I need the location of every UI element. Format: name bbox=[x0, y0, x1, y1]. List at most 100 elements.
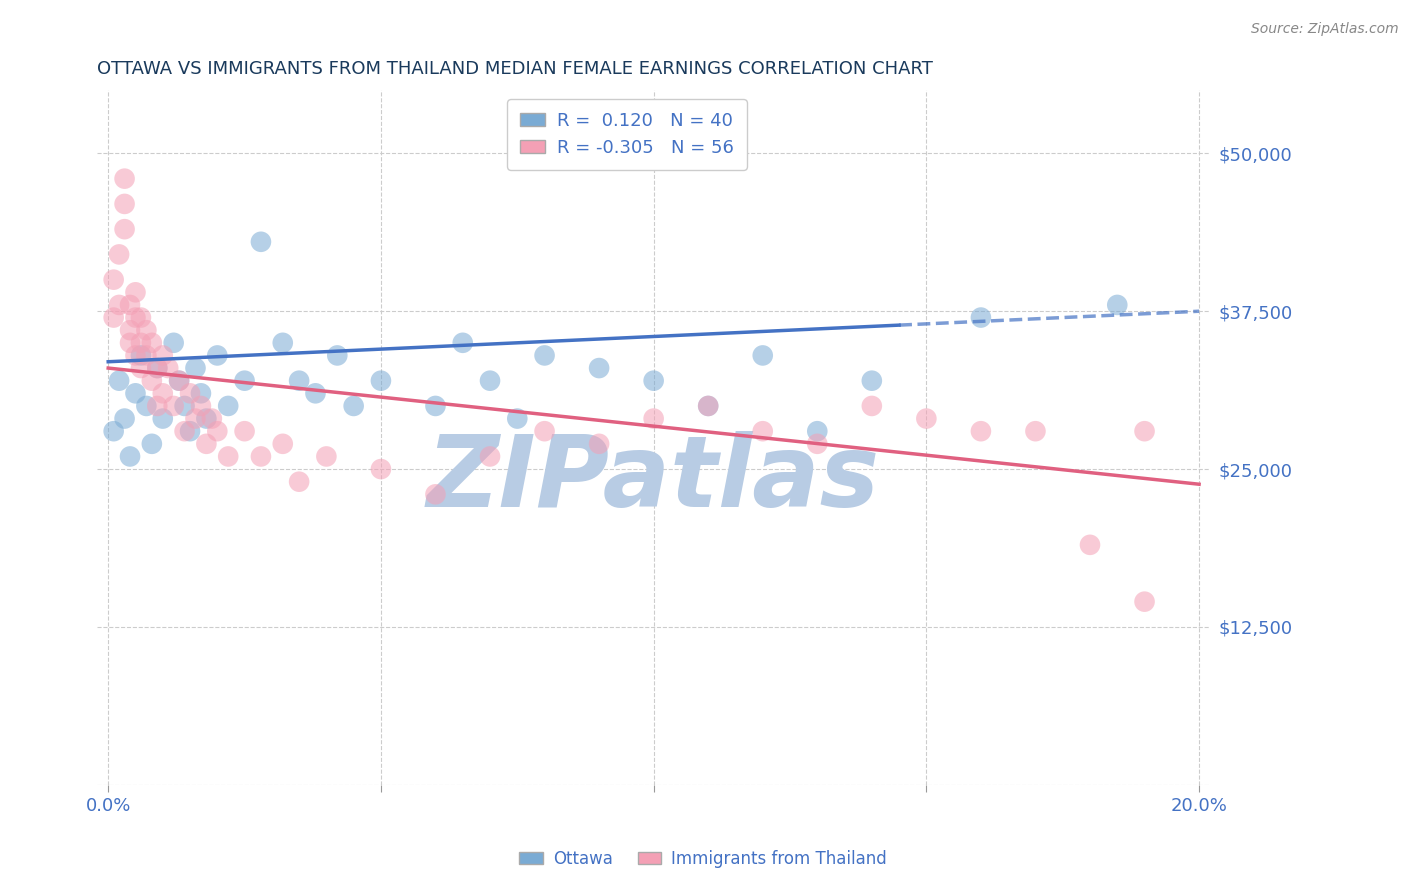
Point bbox=[207, 424, 229, 438]
Point bbox=[370, 374, 392, 388]
Point bbox=[141, 335, 163, 350]
Point bbox=[533, 348, 555, 362]
Point bbox=[451, 335, 474, 350]
Point bbox=[506, 411, 529, 425]
Point bbox=[167, 374, 190, 388]
Point bbox=[103, 273, 125, 287]
Point bbox=[146, 399, 169, 413]
Legend: R =  0.120   N = 40, R = -0.305   N = 56: R = 0.120 N = 40, R = -0.305 N = 56 bbox=[508, 99, 747, 169]
Point bbox=[163, 335, 186, 350]
Point bbox=[190, 399, 212, 413]
Point bbox=[118, 335, 141, 350]
Point bbox=[190, 386, 212, 401]
Point bbox=[152, 386, 174, 401]
Point bbox=[114, 197, 136, 211]
Point bbox=[135, 348, 157, 362]
Point bbox=[124, 310, 146, 325]
Point bbox=[157, 361, 180, 376]
Point bbox=[114, 222, 136, 236]
Point bbox=[479, 450, 502, 464]
Text: OTTAWA VS IMMIGRANTS FROM THAILAND MEDIAN FEMALE EARNINGS CORRELATION CHART: OTTAWA VS IMMIGRANTS FROM THAILAND MEDIA… bbox=[97, 60, 934, 78]
Point bbox=[184, 411, 207, 425]
Point bbox=[1078, 538, 1101, 552]
Text: ZIPatlas: ZIPatlas bbox=[427, 431, 880, 528]
Point bbox=[167, 374, 190, 388]
Point bbox=[326, 348, 349, 362]
Point bbox=[860, 374, 883, 388]
Point bbox=[697, 399, 720, 413]
Point bbox=[195, 411, 218, 425]
Point bbox=[179, 386, 201, 401]
Point bbox=[146, 361, 169, 376]
Point bbox=[217, 399, 239, 413]
Point bbox=[1133, 424, 1156, 438]
Point bbox=[152, 348, 174, 362]
Point bbox=[118, 298, 141, 312]
Point bbox=[173, 399, 195, 413]
Point bbox=[271, 437, 294, 451]
Point bbox=[751, 424, 773, 438]
Point bbox=[233, 374, 256, 388]
Point bbox=[103, 424, 125, 438]
Point bbox=[288, 374, 311, 388]
Point bbox=[129, 310, 152, 325]
Point bbox=[141, 374, 163, 388]
Point bbox=[135, 399, 157, 413]
Point bbox=[643, 374, 665, 388]
Point bbox=[315, 450, 337, 464]
Point bbox=[118, 323, 141, 337]
Point bbox=[124, 386, 146, 401]
Point bbox=[1133, 595, 1156, 609]
Point bbox=[141, 437, 163, 451]
Point bbox=[108, 247, 131, 261]
Point bbox=[179, 424, 201, 438]
Point bbox=[184, 361, 207, 376]
Point bbox=[588, 437, 610, 451]
Point bbox=[915, 411, 938, 425]
Point bbox=[751, 348, 773, 362]
Point bbox=[425, 399, 447, 413]
Point bbox=[108, 298, 131, 312]
Text: Source: ZipAtlas.com: Source: ZipAtlas.com bbox=[1251, 22, 1399, 37]
Point bbox=[129, 361, 152, 376]
Point bbox=[1024, 424, 1046, 438]
Point bbox=[860, 399, 883, 413]
Point bbox=[370, 462, 392, 476]
Point bbox=[129, 335, 152, 350]
Point bbox=[173, 424, 195, 438]
Point bbox=[114, 411, 136, 425]
Point bbox=[1107, 298, 1129, 312]
Point bbox=[114, 171, 136, 186]
Point bbox=[588, 361, 610, 376]
Point bbox=[108, 374, 131, 388]
Point bbox=[343, 399, 366, 413]
Point bbox=[643, 411, 665, 425]
Point bbox=[288, 475, 311, 489]
Point bbox=[806, 424, 828, 438]
Point bbox=[207, 348, 229, 362]
Point bbox=[124, 348, 146, 362]
Point bbox=[217, 450, 239, 464]
Legend: Ottawa, Immigrants from Thailand: Ottawa, Immigrants from Thailand bbox=[513, 844, 893, 875]
Point bbox=[103, 310, 125, 325]
Point bbox=[970, 310, 993, 325]
Point bbox=[146, 361, 169, 376]
Point bbox=[271, 335, 294, 350]
Point bbox=[163, 399, 186, 413]
Point bbox=[697, 399, 720, 413]
Point bbox=[195, 437, 218, 451]
Point bbox=[201, 411, 224, 425]
Point bbox=[233, 424, 256, 438]
Point bbox=[135, 323, 157, 337]
Point bbox=[479, 374, 502, 388]
Point bbox=[425, 487, 447, 501]
Point bbox=[118, 450, 141, 464]
Point bbox=[806, 437, 828, 451]
Point bbox=[129, 348, 152, 362]
Point bbox=[533, 424, 555, 438]
Point bbox=[304, 386, 326, 401]
Point bbox=[250, 235, 273, 249]
Point bbox=[250, 450, 273, 464]
Point bbox=[124, 285, 146, 300]
Point bbox=[152, 411, 174, 425]
